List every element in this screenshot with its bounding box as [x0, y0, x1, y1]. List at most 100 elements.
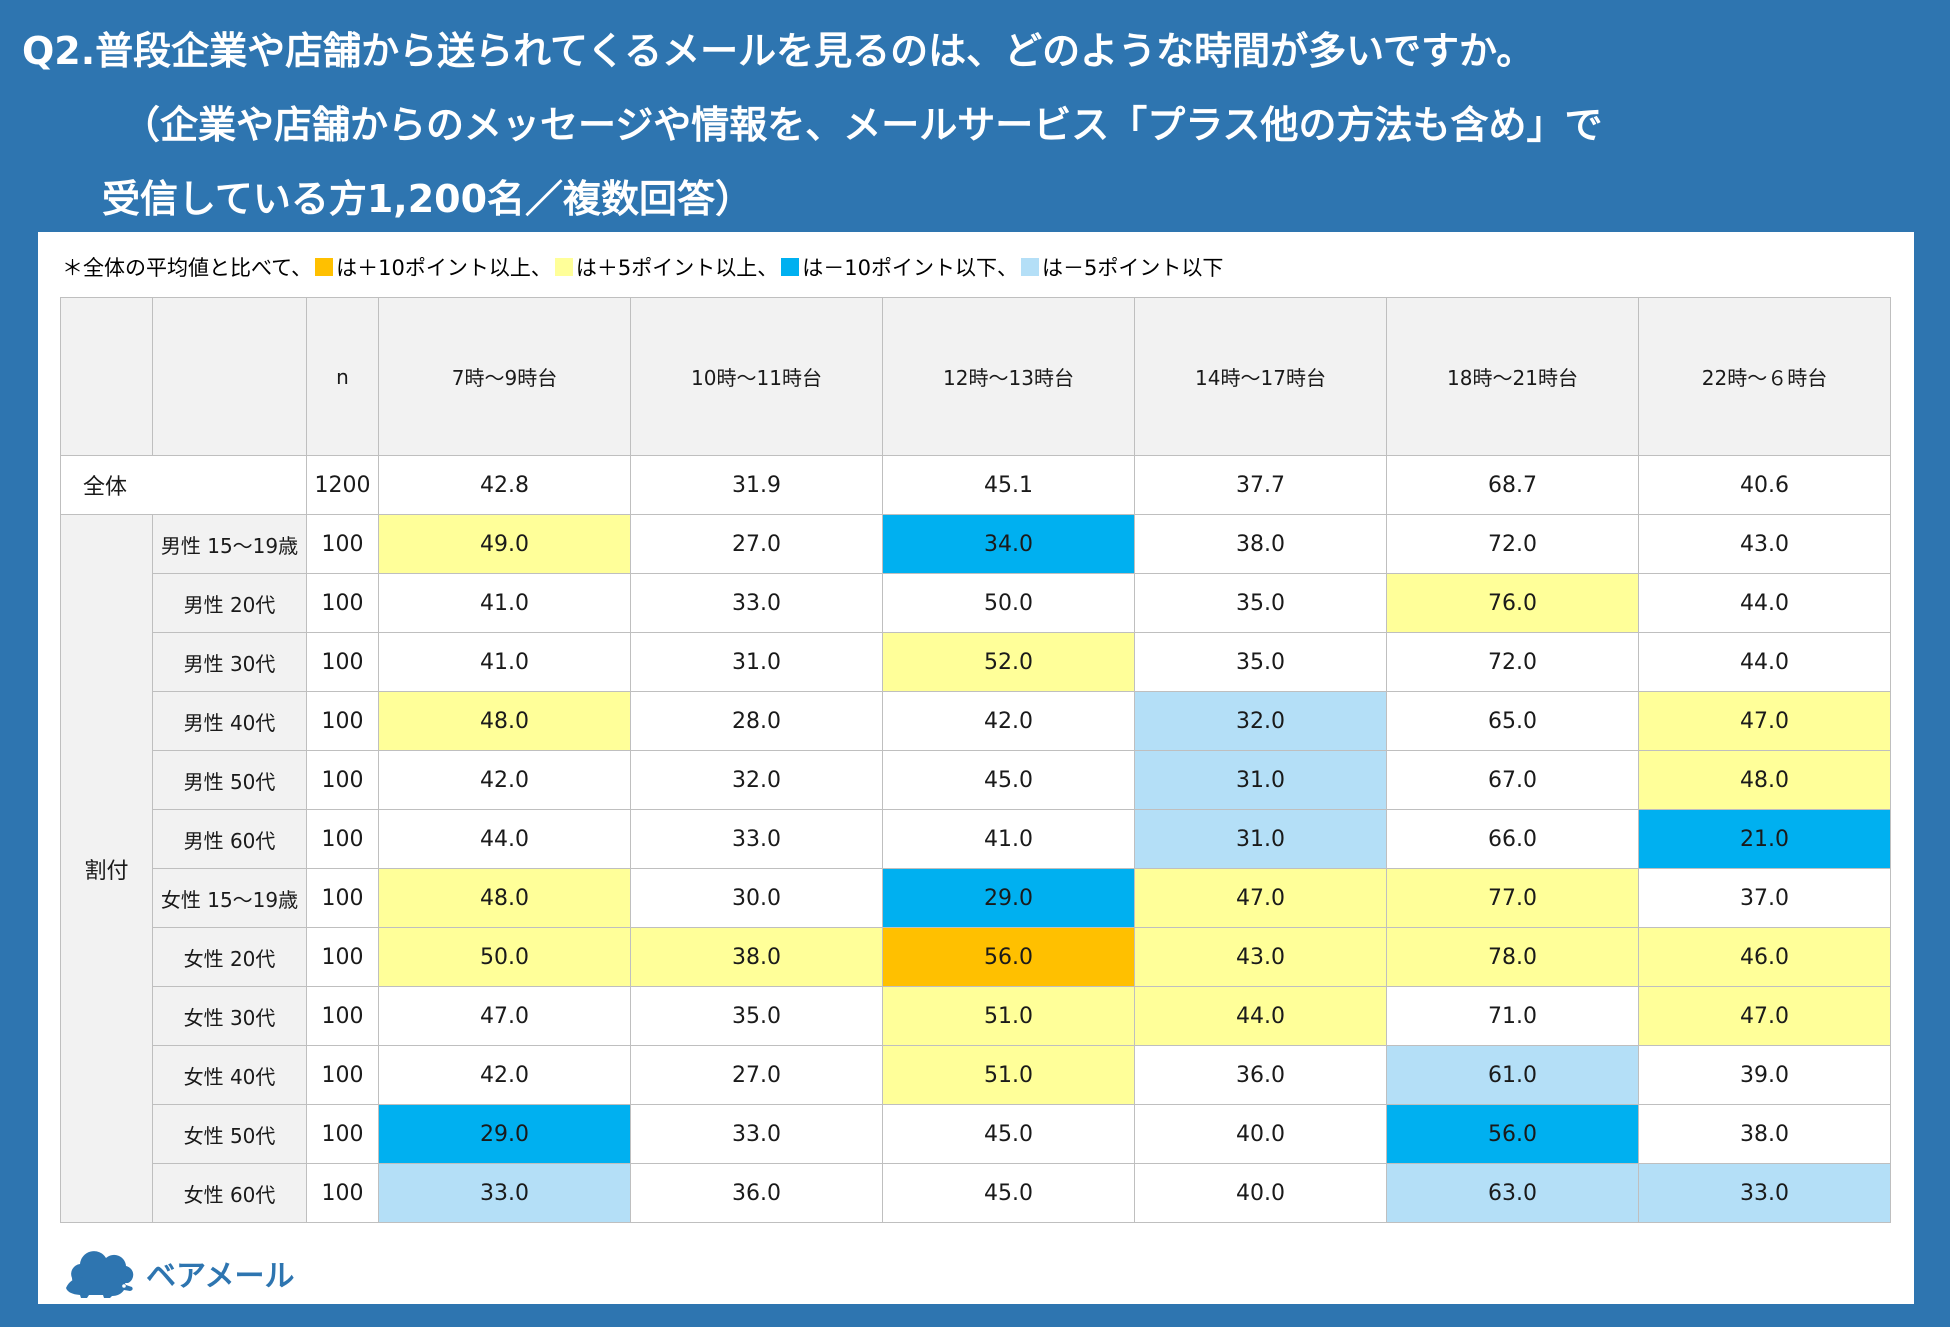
table-row: 女性 15～19歳 100 48.0 30.0 29.0 47.0 77.0 37.0	[61, 868, 1891, 928]
data-cell: 32.0	[630, 750, 883, 810]
table-row: 男性 30代 100 41.0 31.0 52.0 35.0 72.0 44.0	[61, 632, 1891, 692]
header-col-1: 10時～11時台	[630, 297, 883, 456]
header-empty-cell	[152, 297, 307, 456]
data-cell: 46.0	[1638, 927, 1891, 987]
data-cell: 35.0	[1134, 632, 1387, 692]
header-n: n	[306, 297, 379, 456]
data-cell: 41.0	[882, 809, 1135, 869]
legend-swatch-minus5	[1020, 258, 1039, 276]
header-row: n 7時～9時台 10時～11時台 12時～13時台 14時～17時台 18時～…	[60, 297, 1891, 456]
header-empty-cell	[60, 297, 153, 456]
total-row: 全体 1200 42.8 31.9 45.1 37.7 68.7 40.6	[60, 455, 1891, 515]
data-cell: 78.0	[1386, 927, 1639, 987]
data-cell: 47.0	[1134, 868, 1387, 928]
data-cell: 28.0	[630, 691, 883, 751]
data-cell: 51.0	[882, 1045, 1135, 1105]
legend-swatch-minus10	[781, 258, 800, 276]
row-label: 女性 15～19歳	[152, 868, 307, 928]
data-cell: 47.0	[1638, 691, 1891, 751]
data-cell: 76.0	[1386, 573, 1639, 633]
row-n: 100	[306, 809, 379, 869]
data-cell: 72.0	[1386, 514, 1639, 574]
data-cell: 48.0	[378, 868, 631, 928]
data-cell: 48.0	[378, 691, 631, 751]
data-cell: 38.0	[630, 927, 883, 987]
row-label: 男性 40代	[152, 691, 307, 751]
table-row: 男性 20代 100 41.0 33.0 50.0 35.0 76.0 44.0	[61, 573, 1891, 633]
data-cell: 38.0	[1638, 1104, 1891, 1164]
table-row: 男性 60代 100 44.0 33.0 41.0 31.0 66.0 21.0	[61, 809, 1891, 869]
row-label: 女性 50代	[152, 1104, 307, 1164]
data-cell: 50.0	[378, 927, 631, 987]
data-cell: 56.0	[1386, 1104, 1639, 1164]
row-n: 100	[306, 750, 379, 810]
data-cell: 44.0	[1134, 986, 1387, 1046]
row-label: 男性 20代	[152, 573, 307, 633]
data-cell: 61.0	[1386, 1045, 1639, 1105]
row-n: 100	[306, 691, 379, 751]
data-cell: 49.0	[378, 514, 631, 574]
row-label: 男性 50代	[152, 750, 307, 810]
data-cell: 45.0	[882, 1104, 1135, 1164]
cross-tab-table: n 7時～9時台 10時～11時台 12時～13時台 14時～17時台 18時～…	[60, 297, 1891, 1223]
table-row: 男性 50代 100 42.0 32.0 45.0 31.0 67.0 48.0	[61, 750, 1891, 810]
data-cell: 67.0	[1386, 750, 1639, 810]
data-cell: 40.0	[1134, 1104, 1387, 1164]
data-cell: 52.0	[882, 632, 1135, 692]
row-n: 100	[306, 868, 379, 928]
legend-label-plus5: は＋5ポイント以上、	[575, 256, 779, 280]
legend-label-minus5: は－5ポイント以下	[1041, 256, 1224, 280]
table-row: 女性 20代 100 50.0 38.0 56.0 43.0 78.0 46.0	[61, 927, 1891, 987]
data-cell: 44.0	[1638, 573, 1891, 633]
legend-prefix: ＊全体の平均値と比べて、	[62, 256, 313, 280]
legend-swatch-plus5	[554, 258, 573, 276]
data-cell: 38.0	[1134, 514, 1387, 574]
legend-label-minus10: は－10ポイント以下、	[802, 256, 1018, 280]
table-row: 女性 40代 100 42.0 27.0 51.0 36.0 61.0 39.0	[61, 1045, 1891, 1105]
table-row: 割付 男性 15～19歳 100 49.0 27.0 34.0 38.0 72.0 43.0	[60, 514, 1891, 1223]
data-cell: 72.0	[1386, 632, 1639, 692]
data-cell: 47.0	[378, 986, 631, 1046]
row-label: 男性 15～19歳	[152, 514, 307, 574]
table-row: 男性 40代 100 48.0 28.0 42.0 32.0 65.0 47.0	[61, 691, 1891, 751]
data-cell: 41.0	[378, 632, 631, 692]
data-cell: 37.0	[1638, 868, 1891, 928]
brand-name: ベアメール	[146, 1259, 295, 1294]
title-line-3: 受信している方1,200名／複数回答）	[102, 177, 754, 221]
data-cell: 42.0	[378, 750, 631, 810]
data-cell: 21.0	[1638, 809, 1891, 869]
data-cell: 33.0	[630, 809, 883, 869]
data-cell: 35.0	[1134, 573, 1387, 633]
data-cell: 44.0	[1638, 632, 1891, 692]
table-row: 女性 30代 100 47.0 35.0 51.0 44.0 71.0 47.0	[61, 986, 1891, 1046]
total-label: 全体	[60, 455, 307, 515]
data-cell: 27.0	[630, 514, 883, 574]
row-n: 100	[306, 1104, 379, 1164]
total-value: 68.7	[1386, 455, 1639, 515]
data-cell: 41.0	[378, 573, 631, 633]
total-value: 45.1	[882, 455, 1135, 515]
header-col-5: 22時～６時台	[1638, 297, 1891, 456]
data-cell: 47.0	[1638, 986, 1891, 1046]
row-n: 100	[306, 1045, 379, 1105]
row-n: 100	[306, 573, 379, 633]
data-cell: 34.0	[882, 514, 1135, 574]
data-cell: 71.0	[1386, 986, 1639, 1046]
data-cell: 77.0	[1386, 868, 1639, 928]
data-cell: 42.0	[378, 1045, 631, 1105]
brand-logo: ベアメール	[62, 1245, 295, 1301]
data-cell: 45.0	[882, 1163, 1135, 1223]
row-label: 男性 30代	[152, 632, 307, 692]
data-cell: 31.0	[630, 632, 883, 692]
data-cell: 40.0	[1134, 1163, 1387, 1223]
data-cell: 36.0	[630, 1163, 883, 1223]
header-col-2: 12時～13時台	[882, 297, 1135, 456]
data-cell: 44.0	[378, 809, 631, 869]
bear-cloud-icon	[66, 1251, 134, 1298]
group-label: 割付	[60, 514, 153, 1223]
data-cell: 32.0	[1134, 691, 1387, 751]
data-cell: 27.0	[630, 1045, 883, 1105]
data-cell: 33.0	[630, 1104, 883, 1164]
table-row: 女性 50代 100 29.0 33.0 45.0 40.0 56.0 38.0	[61, 1104, 1891, 1164]
data-cell: 33.0	[378, 1163, 631, 1223]
